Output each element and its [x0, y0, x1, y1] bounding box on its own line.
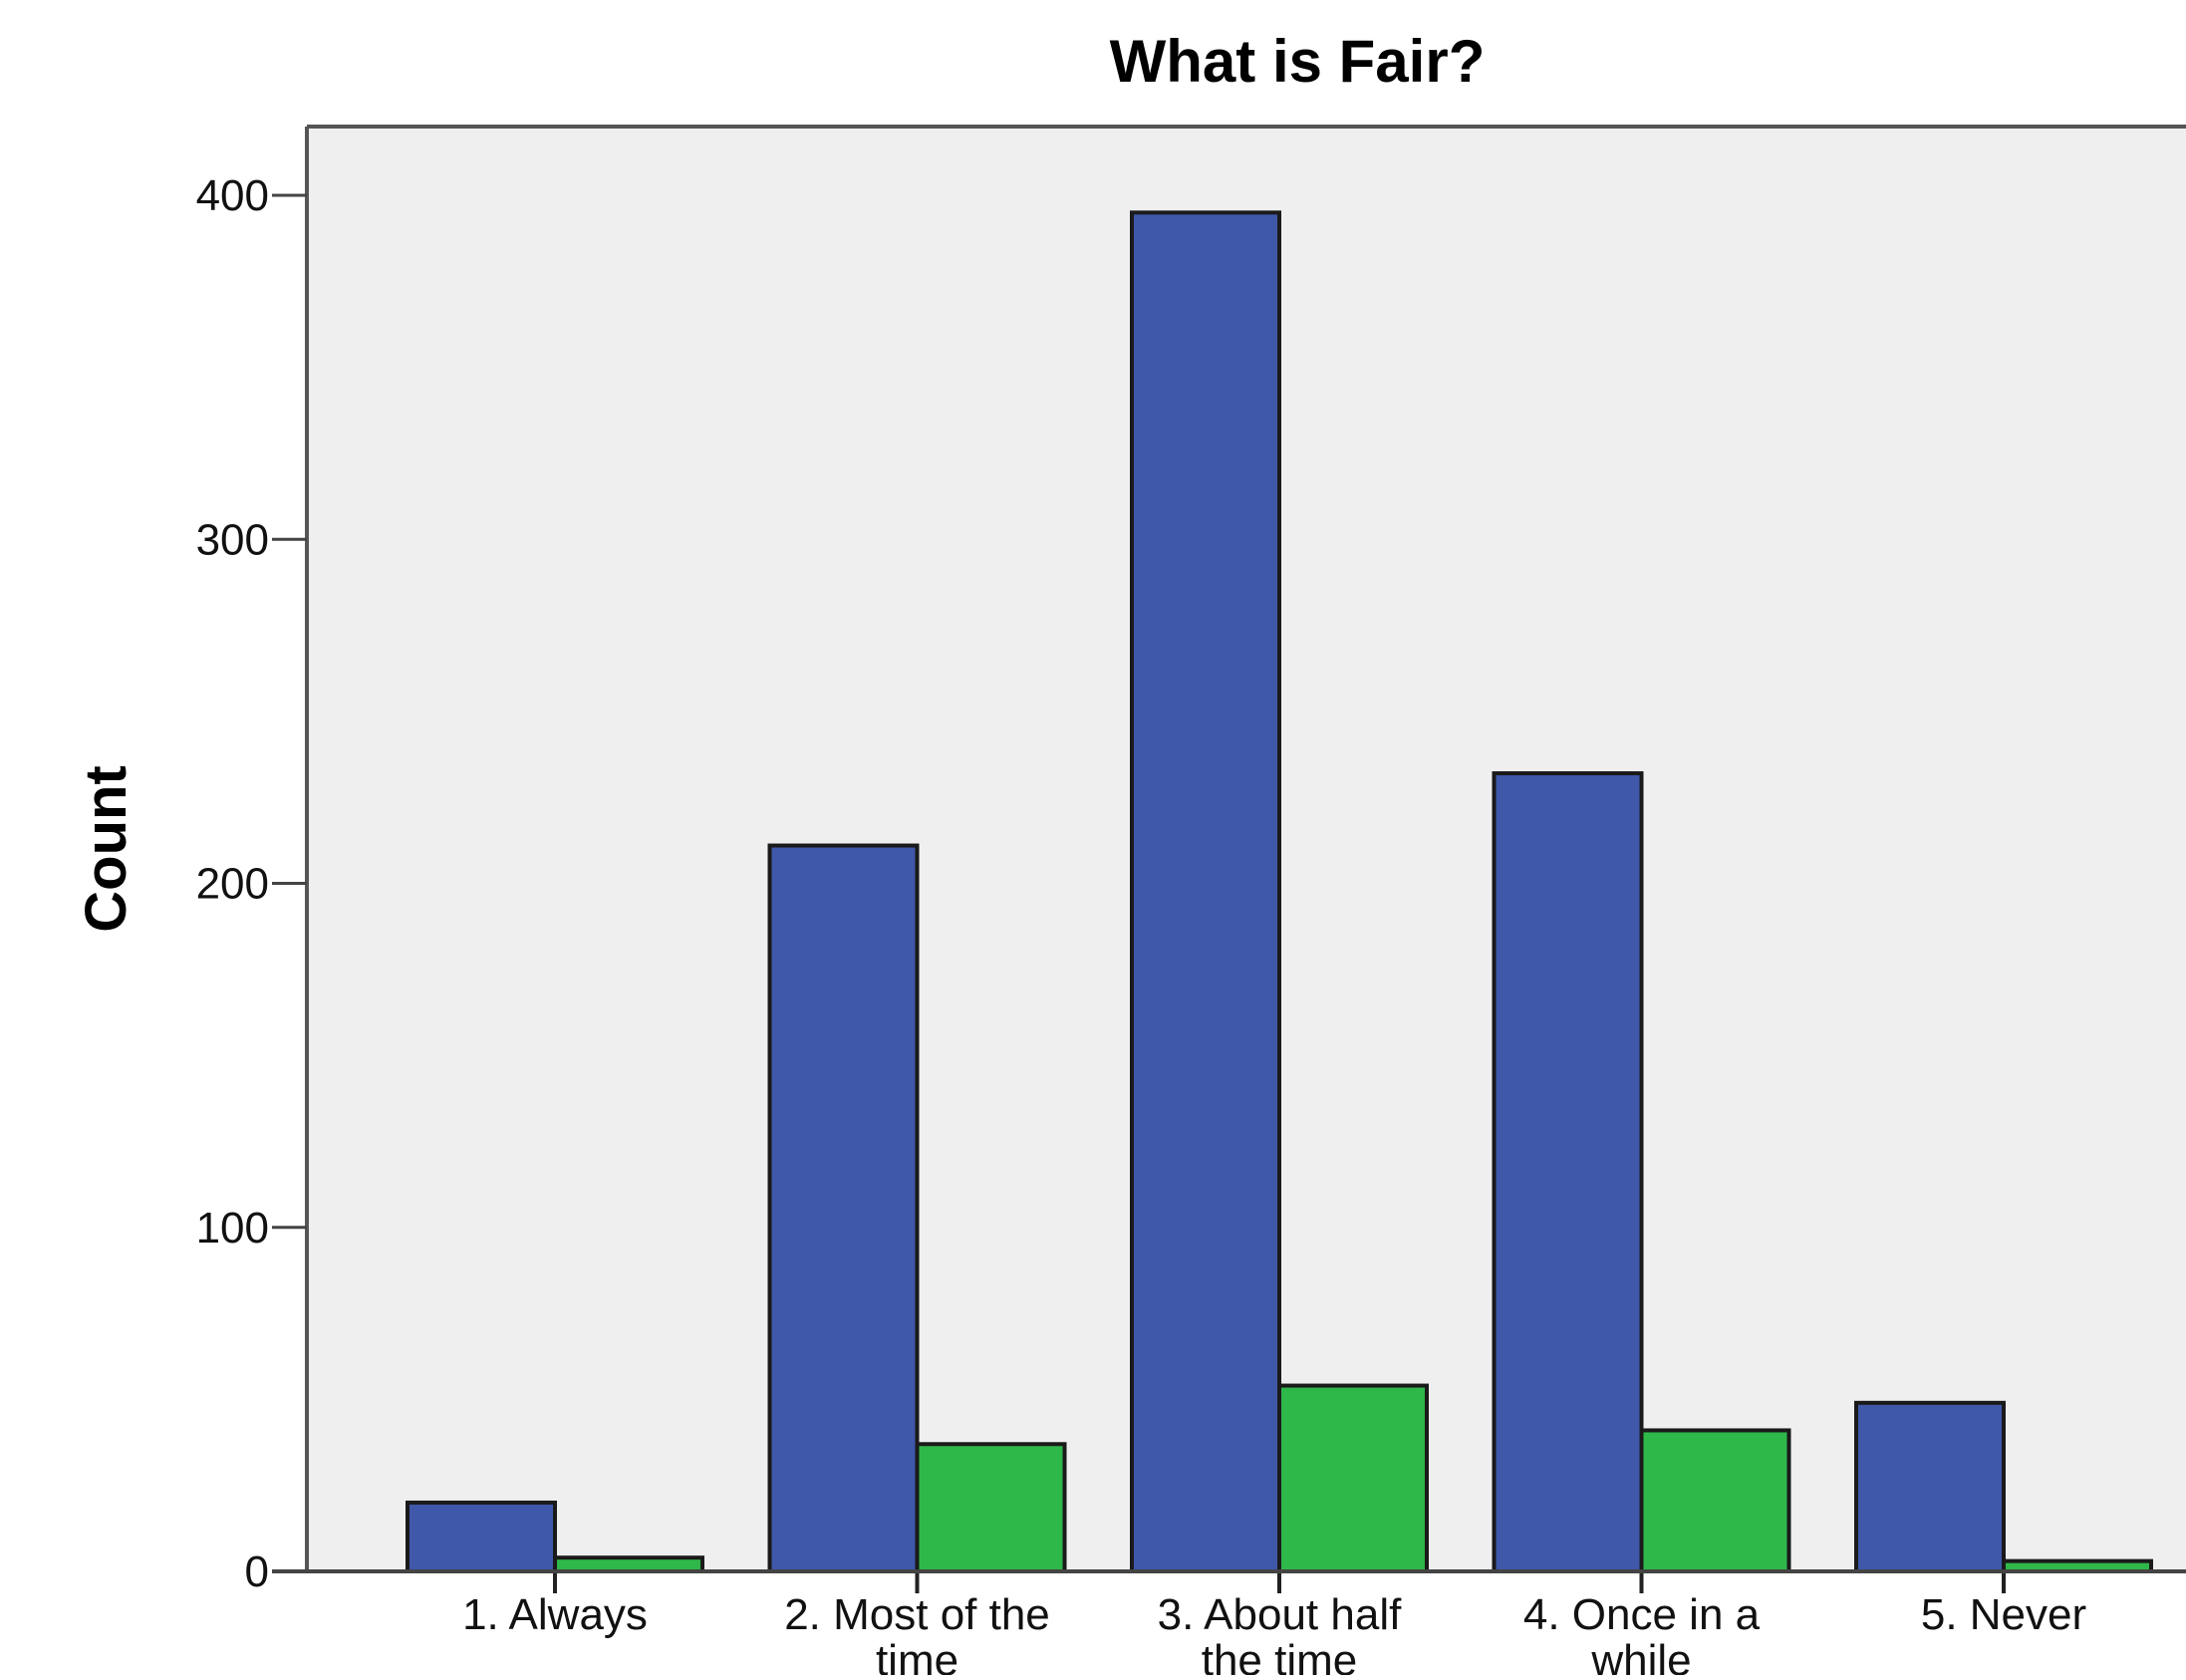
y-axis-label: Count	[74, 765, 138, 933]
bar	[1492, 771, 1644, 1573]
x-tick-label-line: 5. Never	[1921, 1590, 2086, 1639]
bar	[915, 1442, 1067, 1574]
y-tick-label: 400	[196, 171, 269, 220]
x-tick-label-line: 1. Always	[462, 1590, 648, 1639]
x-tick-label: 5. Never	[1921, 1590, 2086, 1639]
bar	[1639, 1428, 1791, 1574]
bar	[767, 843, 920, 1573]
bar	[1854, 1400, 2006, 1574]
bar	[1130, 210, 1281, 1573]
x-tick-label-line: 3. About half	[1158, 1590, 1402, 1639]
plot-area: 0 100 200 300 400 1. Always 2. Most of the time…	[196, 125, 2186, 1680]
x-tick-label: 4. Once in a while	[1523, 1590, 1761, 1675]
x-tick-label-line: 4. Once in a	[1523, 1590, 1761, 1639]
x-tick-label-line: time	[876, 1636, 958, 1675]
x-tick-label: 1. Always	[462, 1590, 648, 1639]
x-tick-label-line: the time	[1202, 1636, 1358, 1675]
chart-title: What is Fair?	[1110, 28, 1486, 95]
x-tick-label: 2. Most of the time	[784, 1590, 1050, 1675]
bar	[553, 1555, 704, 1573]
y-tick-label: 200	[196, 860, 269, 909]
bar	[1277, 1383, 1429, 1573]
y-tick-label: 300	[196, 515, 269, 564]
x-tick-label: 3. About half the time	[1158, 1590, 1402, 1675]
y-tick-label: 100	[196, 1204, 269, 1253]
x-tick-label-line: 2. Most of the	[784, 1590, 1050, 1639]
x-tick-label-line: while	[1590, 1636, 1691, 1675]
bar	[406, 1500, 557, 1574]
y-tick-label: 0	[245, 1547, 269, 1596]
